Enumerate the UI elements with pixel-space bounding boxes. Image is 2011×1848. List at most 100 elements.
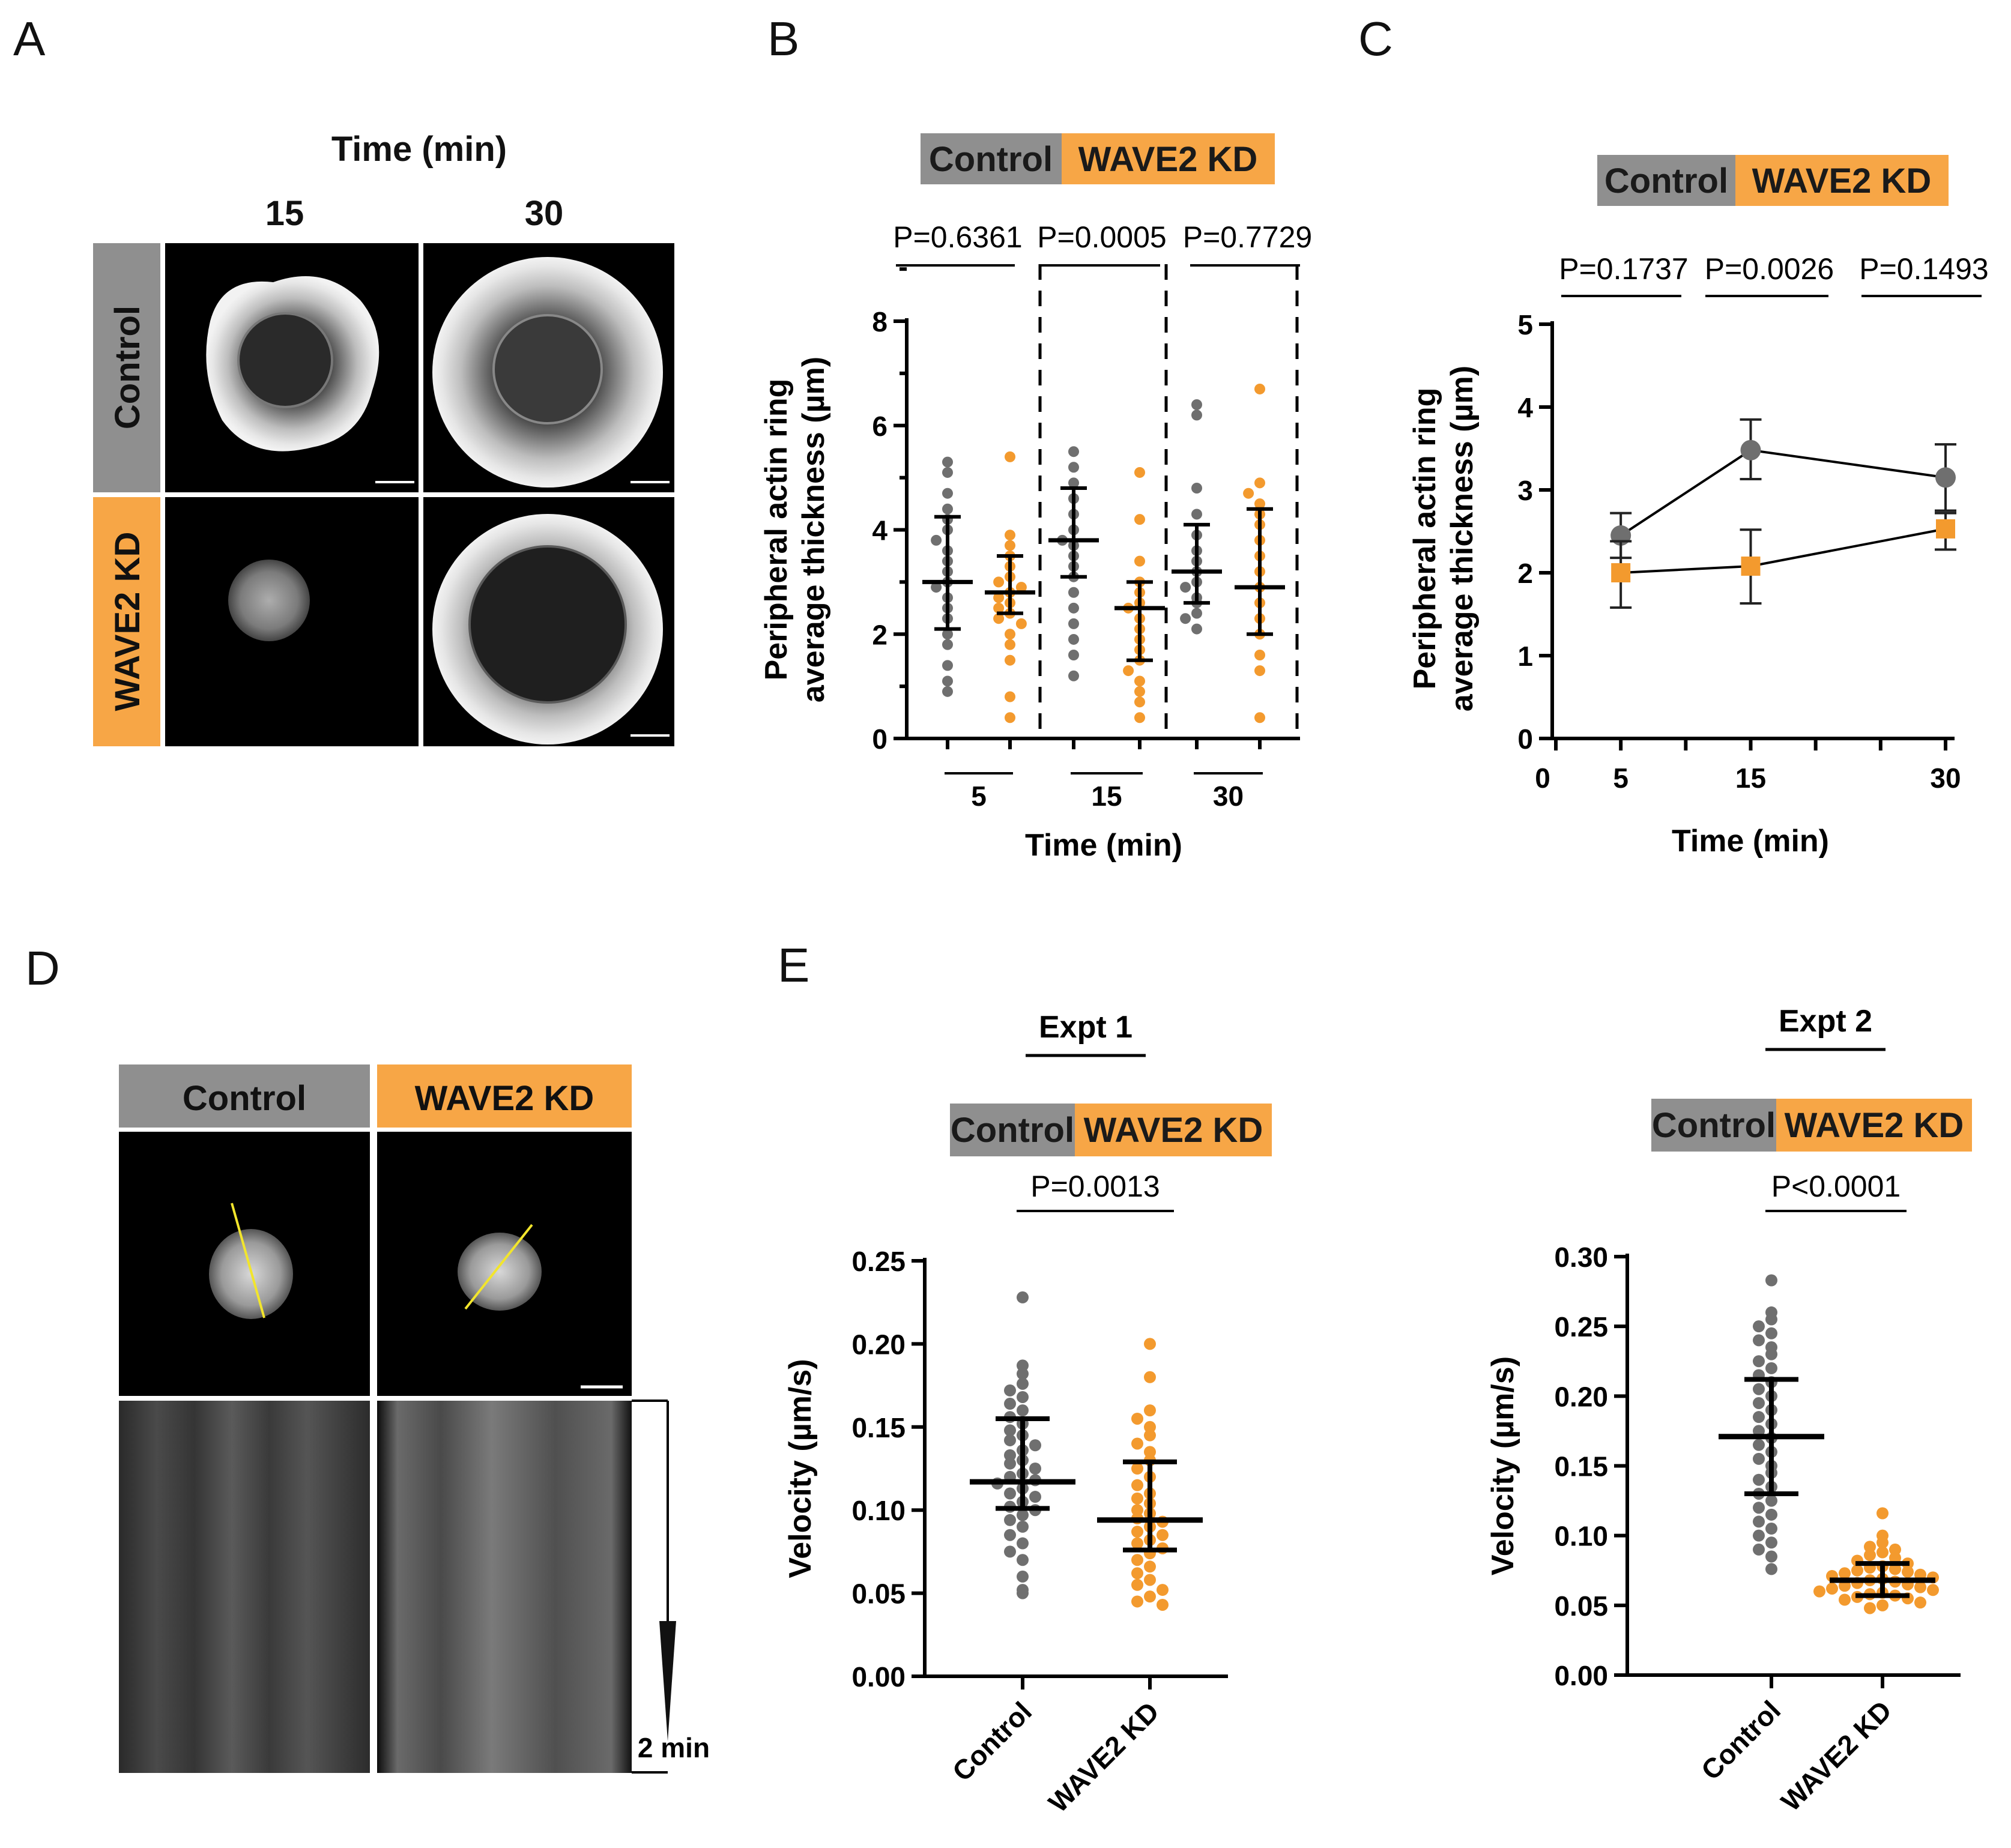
e2-control-point <box>1765 1348 1777 1360</box>
c-wave2-point <box>1611 563 1631 582</box>
b-control-point <box>1068 477 1079 489</box>
b-wave2-point <box>1254 477 1265 489</box>
c-y-label-1: Peripheral actin ring <box>1408 388 1442 690</box>
time-scale-label: 2 min <box>638 1732 710 1763</box>
b-control-point <box>942 456 953 468</box>
b-control-point <box>1068 602 1079 614</box>
e1-wave2-point <box>1144 1574 1156 1586</box>
b-wave2-point <box>1015 582 1027 593</box>
legend-e1-wave2-box <box>1075 1104 1272 1156</box>
e1-control-point <box>1017 1377 1029 1390</box>
e2-control-point <box>1765 1274 1777 1287</box>
legend-c-control: Control <box>1604 162 1728 201</box>
b-control-point <box>1180 613 1191 624</box>
panel-label-a: A <box>13 12 46 65</box>
b-wave2-point <box>1254 383 1265 394</box>
e1-control-point <box>1017 1537 1029 1550</box>
e1-control-point <box>1017 1391 1029 1403</box>
b-wave2-point <box>1134 467 1145 478</box>
e1-y-tick-label: 0.25 <box>851 1246 906 1277</box>
e2-title: Expt 2 <box>1779 1004 1872 1039</box>
e1-control-point <box>1004 1514 1016 1526</box>
b-pvalue: P=0.0005 <box>1037 220 1166 254</box>
e1-y-tick-label: 0.10 <box>851 1495 906 1526</box>
kymograph-control <box>119 1401 370 1773</box>
e2-control-point <box>1765 1362 1777 1374</box>
e2-y-tick-label: 0.30 <box>1554 1242 1608 1273</box>
e1-wave2-point <box>1131 1412 1143 1425</box>
e1-control-point <box>1004 1398 1016 1410</box>
e2-wave2-point <box>1864 1602 1876 1614</box>
panel-e: Expt 1 0.00 0.05 0.10 0.15 0.20 0.25 Velocity (… <box>783 1004 1972 1819</box>
panel-label-b: B <box>767 12 799 65</box>
e2-control-point <box>1753 1473 1765 1486</box>
e1-control-point <box>1004 1545 1016 1558</box>
e1-wave2-point <box>1131 1504 1143 1517</box>
b-wave2-point <box>1005 639 1015 650</box>
e2-wave2-point <box>1889 1563 1901 1575</box>
e1-wave2-point <box>1131 1554 1143 1566</box>
b-group-label: 30 <box>1213 781 1244 812</box>
e1-control-point <box>1017 1509 1029 1521</box>
e2-wave2-point <box>1914 1596 1926 1609</box>
e1-control-point <box>1017 1570 1029 1583</box>
e1-control-point <box>1004 1424 1016 1437</box>
e2-wave2-point <box>1876 1507 1889 1520</box>
b-wave2-point <box>1005 451 1015 462</box>
e1-control-point <box>1017 1587 1029 1599</box>
e1-control-point <box>1004 1449 1016 1461</box>
e1-wave2-point <box>1131 1479 1143 1491</box>
b-pvalue: P=0.7729 <box>1183 220 1312 254</box>
c-x-label: Time (min) <box>1672 824 1829 859</box>
b-pvalue: P=0.6361 <box>893 220 1022 254</box>
panel-label-e: E <box>778 938 809 992</box>
e2-wave2-point <box>1864 1549 1876 1562</box>
legend-e2-control-box <box>1651 1099 1776 1152</box>
e2-y-tick-label: 0.20 <box>1554 1381 1608 1412</box>
b-wave2-point <box>1005 530 1015 541</box>
e2-wave2-point <box>1876 1536 1889 1549</box>
c-pvalue: P=0.1493 <box>1859 252 1988 286</box>
legend-b-control: Control <box>929 140 1053 179</box>
e1-control-point <box>1017 1291 1029 1303</box>
e2-wave2-point <box>1876 1599 1889 1611</box>
time-arrow-icon <box>659 1621 676 1741</box>
b-control-point <box>942 488 953 499</box>
b-control-point <box>1068 618 1079 629</box>
e1-wave2-point <box>1131 1595 1143 1608</box>
e2-control-point <box>1765 1494 1777 1507</box>
e1-wave2-point <box>1144 1446 1156 1458</box>
e1-wave2-point <box>1131 1492 1143 1505</box>
b-wave2-point <box>1134 686 1145 697</box>
e1-control-point <box>1004 1487 1016 1500</box>
b-control-point <box>931 582 942 593</box>
c-series-line-wave2 <box>1621 527 1946 574</box>
e1-wave2-point <box>1144 1590 1156 1603</box>
e1-wave2-point <box>1144 1404 1156 1417</box>
b-control-point <box>1191 483 1202 494</box>
e1-pvalue: P=0.0013 <box>1030 1170 1160 1203</box>
chart-c: 0 1 2 3 4 5 0 5 15 30 Peripheral actin ring average… <box>1408 252 1989 859</box>
e2-control-point <box>1753 1355 1765 1368</box>
b-y-label-2: average thickness (µm) <box>796 357 831 702</box>
e2-control-point <box>1753 1543 1765 1556</box>
cell-control-30-nucleus <box>492 314 603 424</box>
e1-control-point <box>1017 1359 1029 1372</box>
c-control-point <box>1935 467 1956 488</box>
b-group-label: 5 <box>971 781 987 812</box>
e1-x-tick-label: Control <box>946 1696 1038 1787</box>
c-wave2-point <box>1936 519 1955 539</box>
b-wave2-point <box>1005 712 1015 723</box>
e1-wave2-point <box>1144 1560 1156 1573</box>
b-wave2-point <box>1134 675 1145 687</box>
legend-b-control-box <box>921 133 1062 184</box>
chart-b: 0 2 4 6 8 Peripheral actin ring average thickn… <box>759 220 1312 863</box>
b-y-tick-label: 6 <box>872 411 888 442</box>
linescan-d-wave2 <box>464 1224 533 1310</box>
b-y-tick-label: 2 <box>872 619 888 650</box>
legend-e1-wave2: WAVE2 KD <box>1084 1111 1263 1150</box>
c-x-tick-label: 5 <box>1613 762 1628 794</box>
e1-wave2-point <box>1131 1437 1143 1450</box>
b-wave2-point <box>1015 618 1027 629</box>
e2-control-point <box>1753 1411 1765 1424</box>
